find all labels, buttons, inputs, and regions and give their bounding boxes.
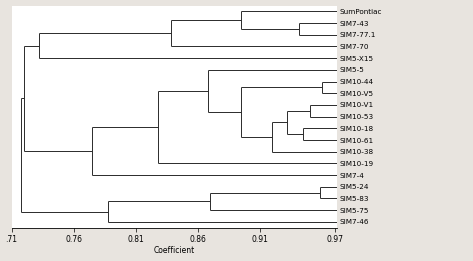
- X-axis label: Coefficient: Coefficient: [154, 246, 195, 256]
